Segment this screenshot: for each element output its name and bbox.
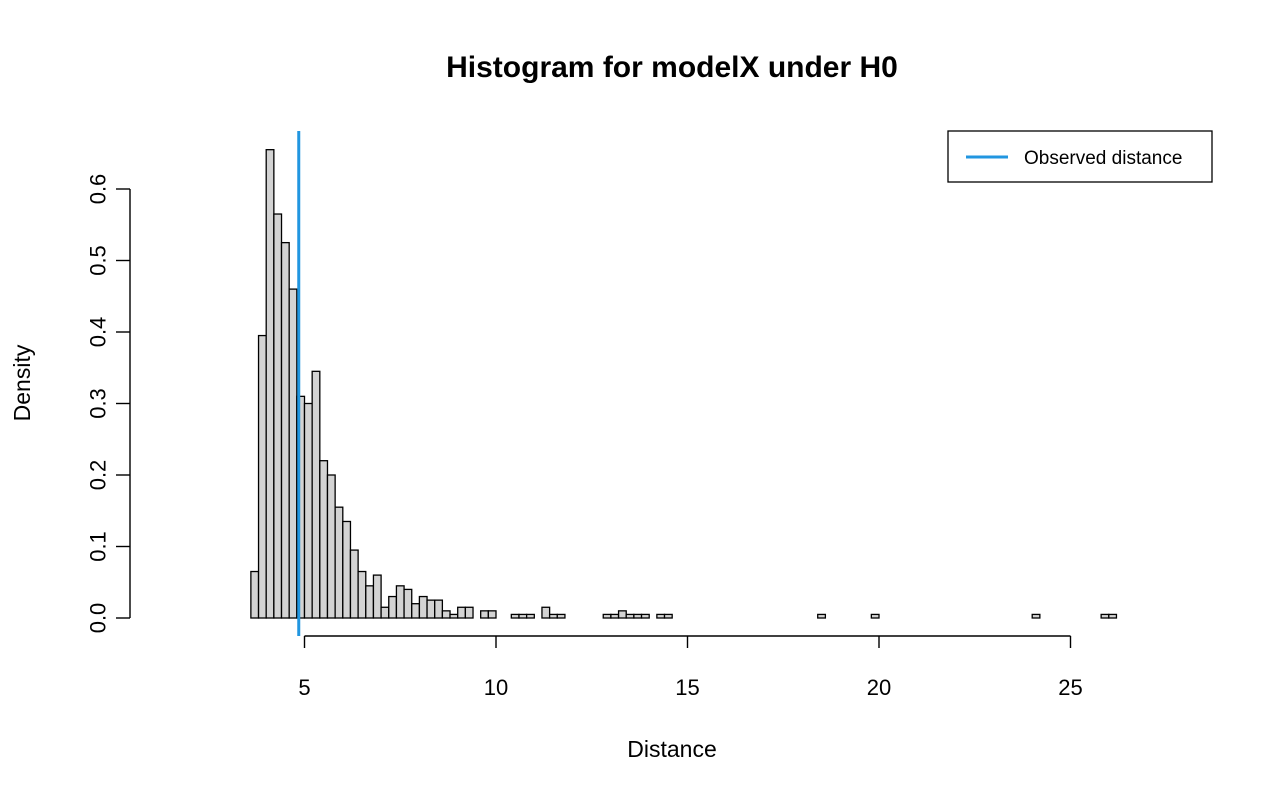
x-tick-label: 15 (675, 675, 699, 700)
histogram-bar (418, 595, 428, 619)
histogram-bar (510, 613, 520, 619)
histogram-bar (342, 520, 352, 619)
histogram-bar (548, 613, 558, 619)
histogram-bar (1100, 613, 1110, 619)
histogram-bar (303, 402, 313, 619)
histogram-bar (311, 370, 321, 619)
histogram-bar (556, 613, 566, 619)
x-axis-label: Distance (627, 736, 716, 762)
legend: Observed distance (947, 130, 1213, 183)
histogram-bar (411, 603, 421, 619)
histogram-bar (817, 613, 827, 619)
y-tick-label: 0.3 (86, 388, 111, 419)
histogram-bar (602, 613, 612, 619)
histogram-bar (464, 606, 474, 619)
x-tick-label: 5 (298, 675, 310, 700)
legend-box (947, 130, 1213, 183)
histogram-bar (656, 613, 666, 619)
histogram-bar (357, 570, 367, 619)
histogram-bar (273, 213, 283, 619)
histogram-bar (250, 570, 260, 619)
legend-label-observed-distance: Observed distance (1024, 148, 1182, 169)
histogram-bar (349, 549, 359, 619)
histogram-bar (388, 595, 398, 619)
histogram-bar (395, 585, 405, 619)
histogram-bar (870, 613, 880, 619)
histogram-bar (319, 460, 329, 619)
x-tick-label: 25 (1058, 675, 1082, 700)
histogram-bar (617, 610, 627, 619)
chart-title: Histogram for modelX under H0 (446, 51, 898, 84)
histogram-bar (426, 599, 436, 619)
y-tick-label: 0.5 (86, 245, 111, 276)
histogram-bars (250, 149, 1118, 619)
histogram-bar (625, 613, 635, 619)
x-tick-label: 20 (867, 675, 891, 700)
y-tick-label: 0.4 (86, 317, 111, 348)
histogram-bar (518, 613, 528, 619)
histogram-bar (1031, 613, 1041, 619)
histogram-bar (380, 606, 390, 619)
histogram-bar (365, 585, 375, 619)
histogram-bar (280, 241, 290, 619)
y-axis-label: Density (9, 344, 35, 421)
histogram-bar (525, 613, 535, 619)
histogram-bar (663, 613, 673, 619)
histogram-bar (487, 610, 497, 619)
histogram-bar (480, 610, 489, 619)
histogram-bar (434, 599, 444, 619)
y-axis: 0.0 0.1 0.2 0.3 0.4 0.5 0.6 (86, 174, 131, 634)
y-tick-label: 0.6 (86, 174, 111, 205)
histogram-bar (633, 613, 643, 619)
histogram-bar (610, 613, 620, 619)
histogram-bar (441, 610, 451, 619)
histogram-bar (334, 506, 344, 619)
y-tick-label: 0.0 (86, 603, 111, 634)
histogram-bar (257, 334, 267, 619)
histogram-bar (541, 606, 551, 619)
histogram-bar (457, 606, 467, 619)
histogram-bar (640, 613, 650, 619)
y-tick-label: 0.1 (86, 531, 111, 562)
x-axis: 5 10 15 20 25 (298, 635, 1083, 700)
histogram-bar (326, 474, 336, 619)
histogram-bar (403, 588, 413, 619)
histogram-bar (1108, 613, 1118, 619)
y-tick-label: 0.2 (86, 460, 111, 491)
histogram-bar (449, 613, 459, 619)
histogram-bar (288, 288, 298, 619)
histogram-bar (265, 149, 275, 619)
x-tick-label: 10 (484, 675, 508, 700)
histogram-bar (372, 574, 382, 619)
